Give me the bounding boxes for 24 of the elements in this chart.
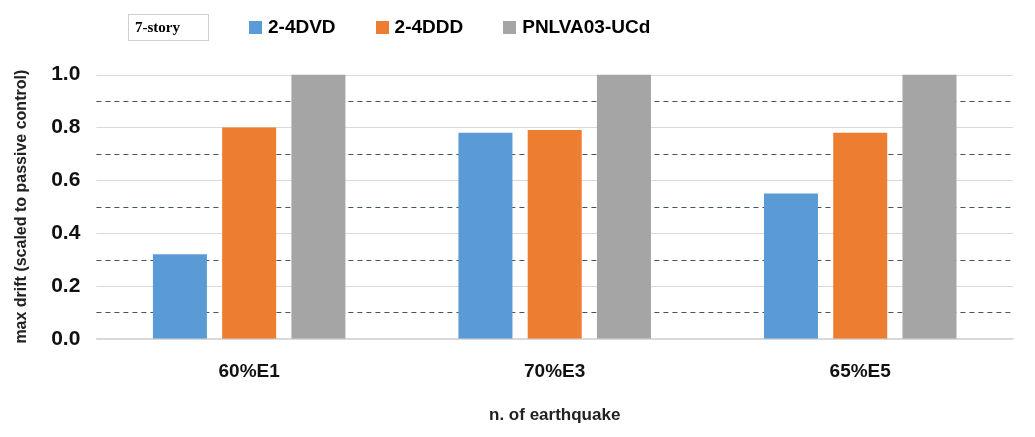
- bar: [222, 127, 277, 339]
- y-tick-label: 0.4: [51, 219, 81, 243]
- legend-label: 2-4DVD: [268, 16, 336, 38]
- y-tick-label: 0.8: [51, 114, 81, 138]
- legend-label: PNLVA03-UCd: [522, 16, 651, 38]
- x-axis-title: n. of earthquake: [489, 405, 621, 425]
- legend-title: 7-story: [128, 13, 209, 41]
- y-tick-label: 1.0: [51, 61, 81, 85]
- bar: [291, 74, 346, 339]
- x-tick-label: 65%E5: [829, 360, 892, 382]
- bar: [527, 130, 582, 339]
- bar: [152, 254, 207, 339]
- bar: [596, 74, 651, 339]
- y-axis-title: max drift (scaled to passive control): [12, 69, 30, 344]
- y-tick-label: 0.0: [51, 325, 81, 349]
- x-tick-label: 70%E3: [524, 360, 586, 382]
- legend-label: 2-4DDD: [394, 16, 464, 38]
- bar: [833, 132, 888, 339]
- y-tick-label: 0.2: [51, 272, 81, 296]
- bar: [458, 132, 513, 339]
- bar: [902, 74, 957, 339]
- bar: [763, 193, 818, 339]
- y-tick-label: 0.6: [51, 167, 81, 191]
- x-tick-label: 60%E1: [218, 360, 281, 382]
